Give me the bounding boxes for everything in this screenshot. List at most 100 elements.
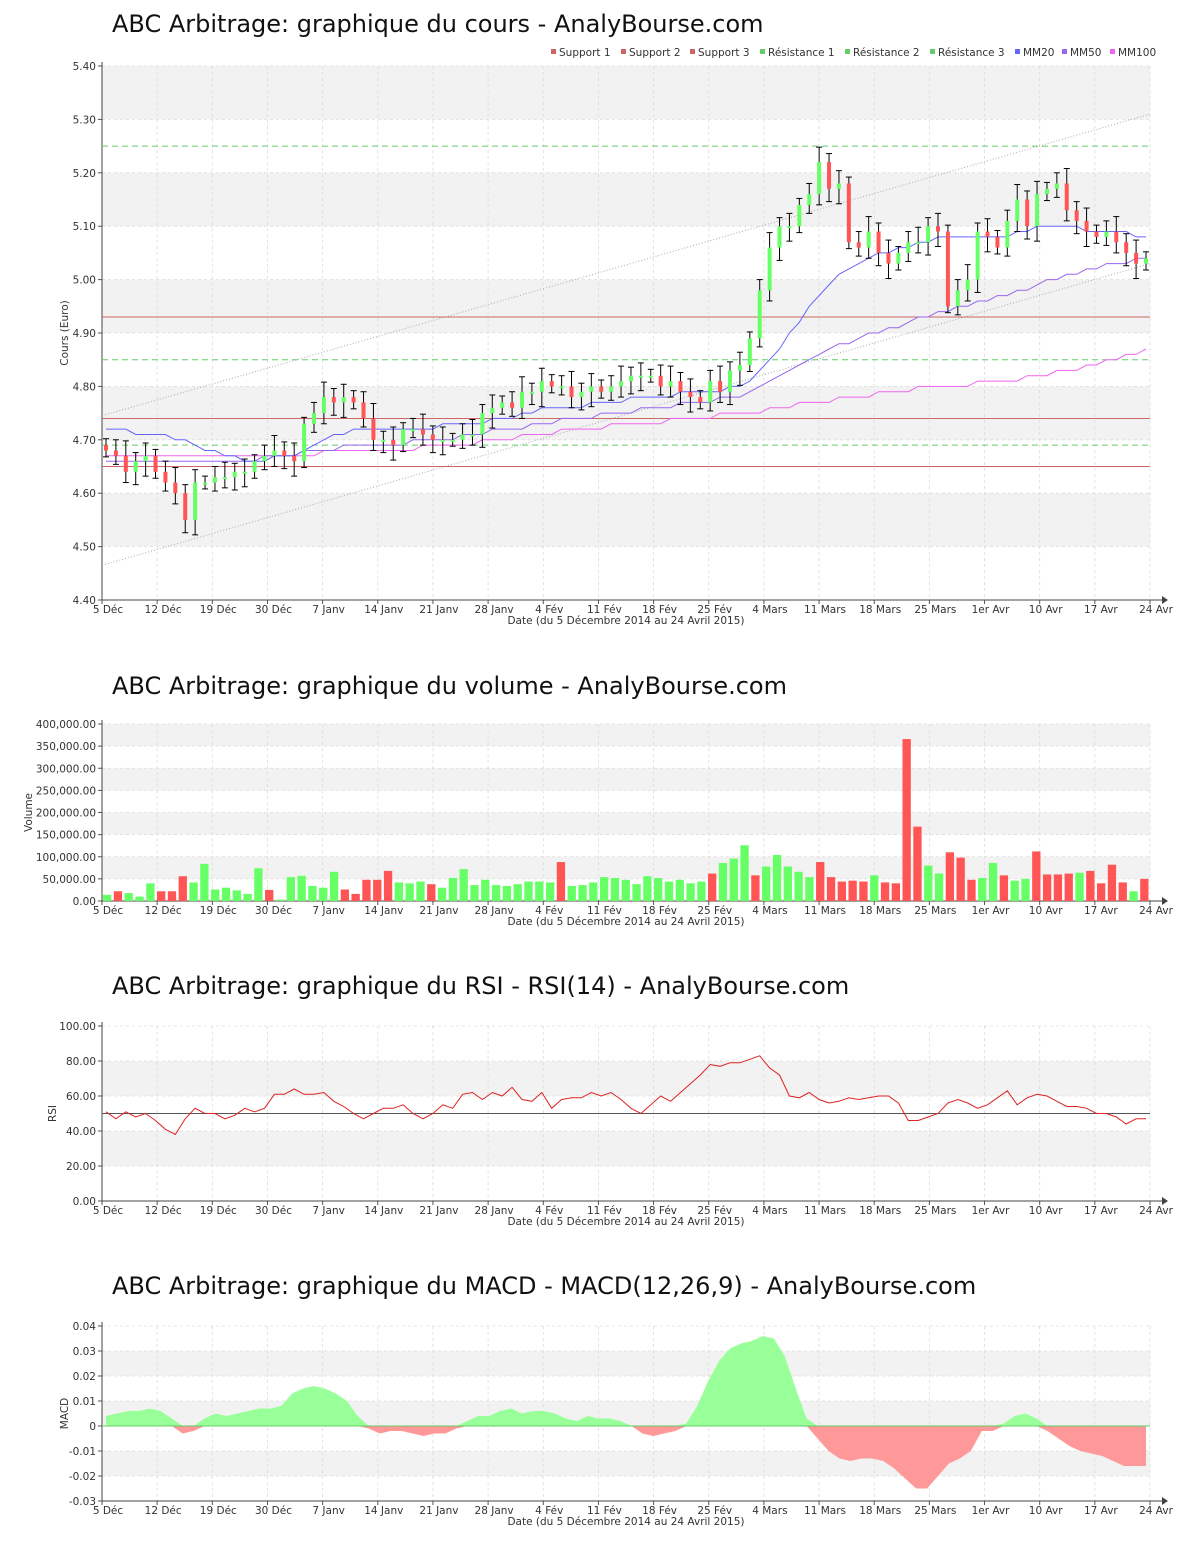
volume-bar-up [794, 871, 803, 901]
volume-bar-up [1021, 878, 1030, 901]
volume-bar-up [437, 887, 447, 901]
y-tick-label: 0.00 [73, 1196, 96, 1208]
candle-down [1025, 199, 1030, 227]
volume-bar-up [416, 881, 425, 901]
volume-bar-down [1053, 874, 1063, 901]
x-tick-label: 25 Mars [914, 1505, 956, 1517]
candle-up [529, 391, 534, 394]
x-tick-label: 25 Mars [914, 905, 956, 917]
volume-bar-up [459, 869, 468, 901]
y-tick-label: 250,000.00 [36, 785, 96, 797]
y-tick-label: 0.01 [73, 1396, 96, 1408]
volume-bar-down [113, 891, 123, 901]
candle-down [183, 493, 188, 520]
y-tick-label: 150,000.00 [36, 830, 96, 842]
candle-down [104, 445, 108, 451]
candle-up [302, 423, 307, 462]
price-chart-title: ABC Arbitrage: graphique du cours - Anal… [112, 10, 764, 38]
x-axis-arrow [1162, 596, 1168, 604]
candle-down [420, 429, 425, 435]
volume-bar-up [772, 854, 782, 901]
macd-chart-title: ABC Arbitrage: graphique du MACD - MACD(… [112, 1272, 977, 1300]
candle-down [658, 375, 663, 387]
grid-band [102, 66, 1150, 120]
x-tick-label: 4 Fév [535, 1505, 563, 1517]
x-tick-label: 28 Janv [475, 1205, 514, 1217]
volume-bar-up [103, 894, 112, 901]
legend-swatch [1015, 49, 1020, 54]
y-tick-label: 0.00 [73, 896, 96, 908]
y-tick-label: 4.40 [73, 595, 96, 607]
x-tick-label: 18 Fév [642, 1205, 677, 1217]
candle-down [331, 397, 336, 403]
x-tick-label: 24 Avr [1139, 604, 1173, 616]
volume-bar-down [373, 879, 382, 901]
candle-up [1054, 183, 1059, 189]
candle-up [262, 455, 267, 462]
volume-bar-up [254, 868, 263, 901]
volume-bar-down [837, 881, 846, 901]
volume-bar-up [664, 881, 674, 901]
candle-up [341, 397, 346, 403]
x-tick-label: 4 Mars [752, 604, 787, 616]
volume-chart: 0.00 50,000.00 100,000.00 150,000.00 200,000… [23, 719, 1174, 928]
y-tick-label: 60.00 [66, 1091, 96, 1103]
x-tick-label: 5 Déc [93, 1205, 124, 1217]
x-tick-label: 10 Avr [1029, 905, 1063, 917]
candle-down [876, 231, 881, 253]
volume-bar-up [502, 885, 512, 901]
legend-item: MM50 [1070, 47, 1101, 59]
macd-positive-area [106, 1336, 1146, 1426]
candle-down [678, 381, 683, 392]
candle-down [569, 386, 574, 398]
candle-up [767, 247, 772, 291]
candle-up [787, 226, 792, 229]
x-tick-label: 21 Janv [419, 905, 458, 917]
macd-negative-area [106, 1426, 1146, 1489]
rsi-chart-title: ABC Arbitrage: graphique du RSI - RSI(14… [112, 972, 850, 1000]
candle-up [619, 381, 624, 387]
volume-panel: ABC Arbitrage: graphique du volume - Ana… [0, 660, 1200, 940]
candle-up [807, 194, 812, 205]
x-axis-title: Date (du 5 Décembre 2014 au 24 Avril 201… [507, 916, 744, 928]
candle-down [718, 381, 723, 392]
x-axis-title: Date (du 5 Décembre 2014 au 24 Avril 201… [507, 1516, 744, 1528]
y-tick-label: 5.10 [73, 221, 96, 233]
y-tick-label: 4.80 [73, 381, 96, 393]
x-tick-label: 10 Avr [1029, 1505, 1063, 1517]
volume-bar-up [589, 882, 598, 901]
x-tick-label: 5 Déc [93, 1505, 124, 1517]
candle-down [995, 236, 1000, 248]
candle-up [212, 477, 217, 483]
volume-bar-up [729, 858, 738, 901]
x-tick-label: 14 Janv [364, 905, 403, 917]
y-tick-label: 200,000.00 [36, 808, 96, 820]
volume-bar-down [1042, 874, 1052, 901]
candle-up [906, 242, 911, 253]
candle-up [559, 386, 564, 389]
y-tick-label: 4.60 [73, 488, 96, 500]
volume-bar-up [319, 887, 328, 901]
candle-up [668, 381, 673, 387]
legend-swatch [621, 49, 626, 54]
volume-bar-up [221, 887, 231, 901]
candle-down [430, 434, 435, 440]
volume-bar-up [470, 885, 479, 901]
legend-item: Résistance 1 [768, 47, 835, 59]
x-tick-label: 5 Déc [93, 604, 124, 616]
y-tick-label: 4.50 [73, 542, 96, 554]
candle-up [193, 482, 198, 520]
legend-swatch [551, 49, 556, 54]
x-tick-label: 25 Fév [697, 1205, 732, 1217]
candle-down [945, 231, 950, 307]
candle-up [628, 375, 633, 382]
x-tick-label: 7 Janv [312, 1505, 344, 1517]
price-panel: ABC Arbitrage: graphique du cours - Anal… [0, 0, 1200, 640]
y-tick-label: -0.02 [69, 1471, 96, 1483]
volume-bar-up [513, 884, 522, 901]
volume-bar-up [1129, 891, 1138, 901]
x-tick-label: 18 Mars [859, 905, 901, 917]
grid-band [102, 1061, 1150, 1096]
x-tick-label: 25 Fév [697, 905, 732, 917]
candle-up [916, 242, 921, 245]
